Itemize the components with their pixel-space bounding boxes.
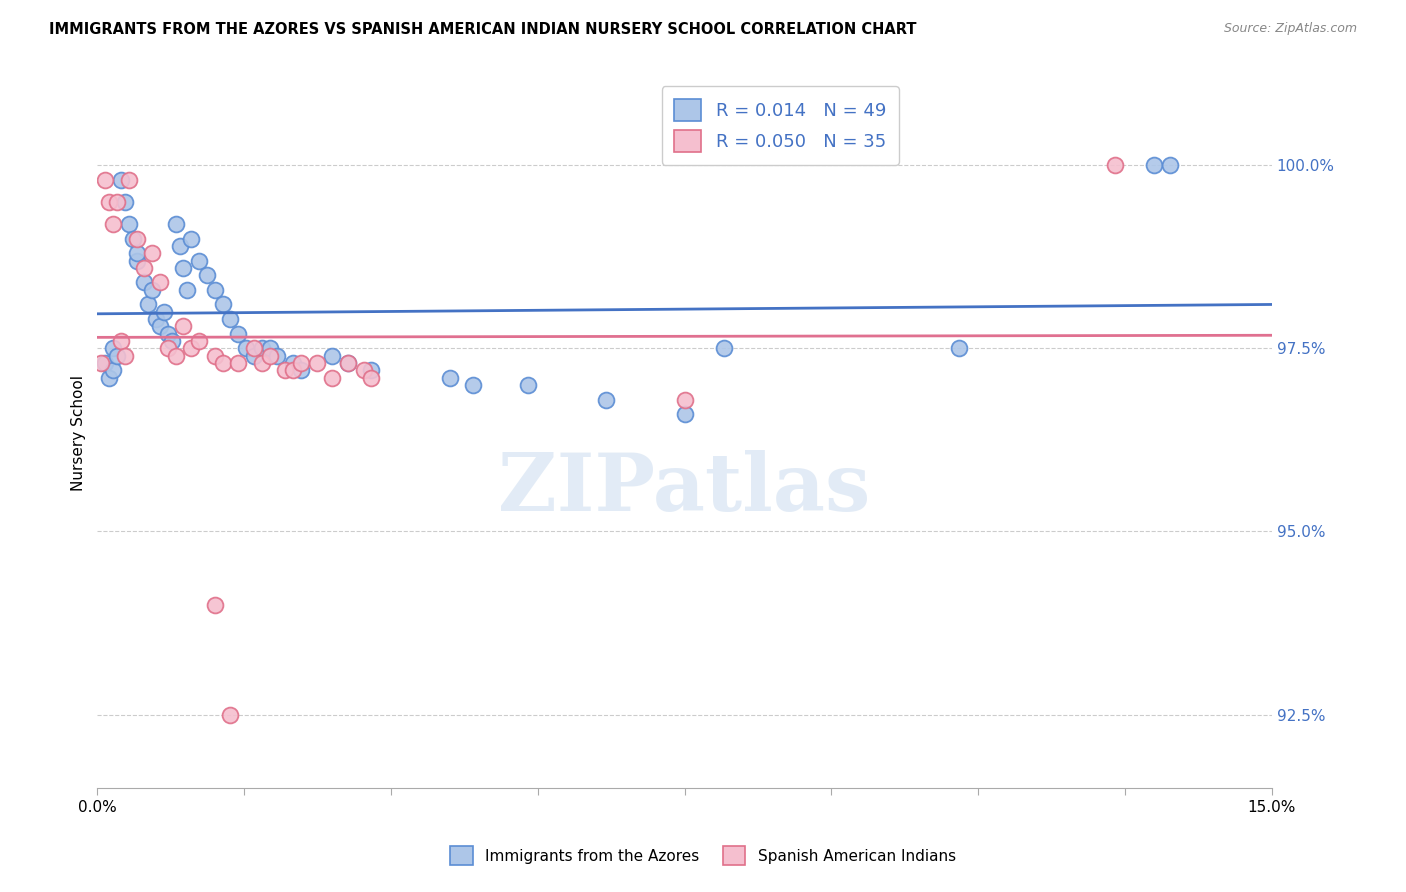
Point (673, 392, 696, 407)
Point (243, 342, 266, 356)
Point (125, 231, 148, 245)
Point (250, 356, 273, 370)
Point (90, 356, 112, 370)
Point (153, 305, 176, 319)
Point (149, 319, 172, 334)
Point (105, 194, 128, 209)
Point (101, 217, 124, 231)
Point (235, 342, 257, 356)
Point (1143, 158, 1166, 172)
Point (160, 334, 183, 348)
Legend: R = 0.014   N = 49, R = 0.050   N = 35: R = 0.014 N = 49, R = 0.050 N = 35 (662, 87, 898, 165)
Point (360, 370, 382, 384)
Point (673, 407, 696, 421)
Point (463, 378, 485, 392)
Point (125, 246, 148, 260)
Point (165, 349, 187, 363)
Point (948, 342, 970, 356)
Point (211, 356, 233, 370)
Point (173, 319, 195, 334)
Point (156, 342, 179, 356)
Point (180, 231, 202, 245)
Point (713, 342, 735, 356)
Point (281, 356, 304, 370)
Point (110, 334, 132, 348)
Point (517, 378, 540, 392)
Point (101, 363, 124, 377)
Point (141, 283, 163, 297)
Point (134, 276, 156, 290)
Point (98, 370, 121, 384)
Legend: Immigrants from the Azores, Spanish American Indians: Immigrants from the Azores, Spanish Amer… (444, 840, 962, 871)
Y-axis label: Nursery School: Nursery School (72, 375, 86, 491)
Point (114, 194, 136, 209)
Point (243, 349, 266, 363)
Point (110, 173, 132, 187)
Point (219, 707, 242, 722)
Point (1159, 158, 1181, 172)
Point (136, 297, 159, 311)
Point (118, 217, 141, 231)
Point (156, 326, 179, 341)
Point (439, 370, 461, 384)
Point (176, 283, 198, 297)
Point (336, 356, 359, 370)
Point (105, 349, 128, 363)
Point (195, 268, 218, 282)
Point (305, 356, 328, 370)
Point (290, 363, 312, 377)
Point (173, 260, 195, 275)
Point (94, 356, 117, 370)
Point (321, 349, 343, 363)
Point (259, 342, 281, 356)
Point (595, 392, 617, 407)
Point (188, 253, 211, 268)
Point (165, 217, 187, 231)
Point (290, 356, 312, 370)
Point (188, 334, 211, 348)
Text: IMMIGRANTS FROM THE AZORES VS SPANISH AMERICAN INDIAN NURSERY SCHOOL CORRELATION: IMMIGRANTS FROM THE AZORES VS SPANISH AM… (49, 22, 917, 37)
Point (360, 363, 382, 377)
Point (266, 349, 288, 363)
Point (353, 363, 375, 377)
Point (259, 349, 281, 363)
Text: Source: ZipAtlas.com: Source: ZipAtlas.com (1223, 22, 1357, 36)
Point (226, 326, 249, 341)
Point (121, 231, 143, 245)
Point (336, 356, 359, 370)
Point (149, 276, 172, 290)
Point (274, 363, 297, 377)
Point (98, 194, 121, 209)
Point (101, 342, 124, 356)
Point (180, 342, 202, 356)
Point (204, 283, 226, 297)
Point (219, 312, 242, 326)
Point (204, 349, 226, 363)
Point (281, 363, 304, 377)
Point (141, 246, 163, 260)
Point (125, 253, 148, 268)
Point (321, 370, 343, 384)
Point (250, 342, 273, 356)
Point (169, 239, 191, 253)
Point (134, 260, 156, 275)
Point (211, 297, 233, 311)
Point (1104, 158, 1126, 172)
Point (145, 312, 167, 326)
Text: ZIPatlas: ZIPatlas (499, 450, 870, 528)
Point (118, 173, 141, 187)
Point (204, 598, 226, 612)
Point (94, 173, 117, 187)
Point (226, 356, 249, 370)
Point (114, 349, 136, 363)
